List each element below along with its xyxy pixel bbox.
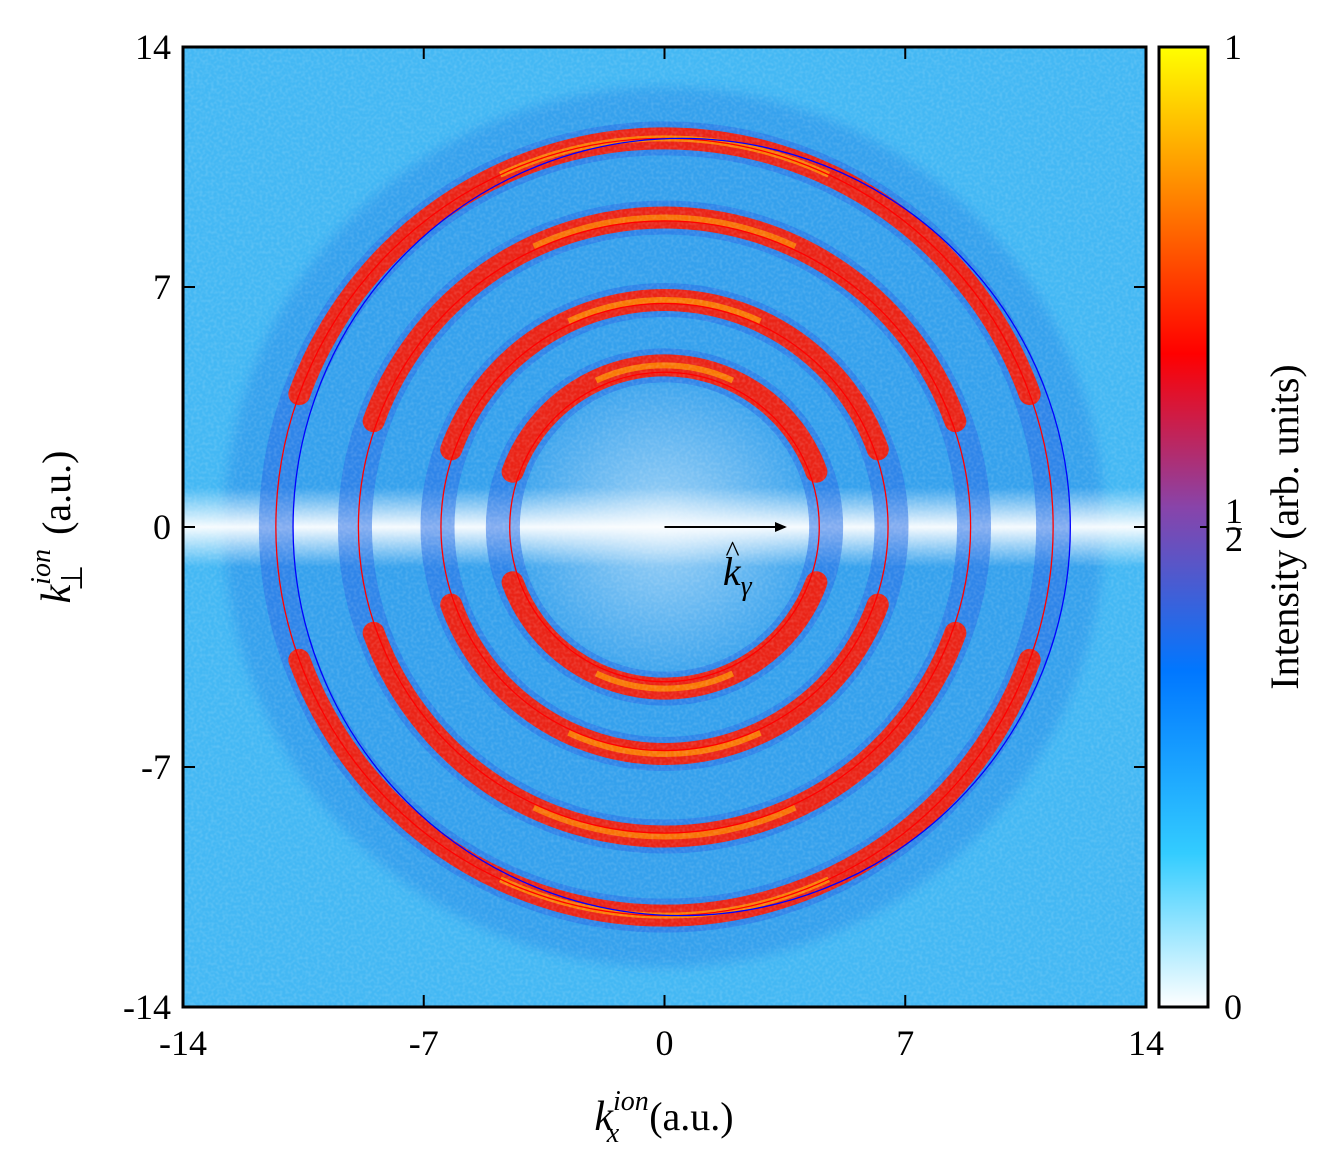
colorbar-tick-label-numerator: 1 (1225, 491, 1243, 531)
y-tick-label: -7 (141, 747, 171, 787)
x-tick-label: -14 (159, 1023, 207, 1063)
colorbar-label: Intensity (arb. units) (1262, 364, 1307, 690)
fitted-circle (357, 220, 972, 834)
x-tick-label: 14 (1128, 1023, 1164, 1063)
colorbar-tick-label: 1 (1224, 27, 1242, 67)
fitted-circles (275, 137, 1071, 917)
heatmap-plot: kγ ^ (183, 47, 1146, 1007)
y-axis-label: kion⊥(a.u.) (26, 451, 89, 604)
axis-ticks: -14 -7 0 7 14 14 7 0 -7 -14 (123, 27, 1164, 1063)
x-axis-label: kion x (a.u.) (594, 1086, 733, 1149)
x-tick-label: -7 (409, 1023, 439, 1063)
y-tick-label: 0 (153, 507, 171, 547)
x-tick-label: 0 (656, 1023, 674, 1063)
fitted-circle (509, 371, 820, 683)
fitted-circle (440, 302, 889, 752)
colorbar-tick-label-denominator: 2 (1225, 519, 1243, 559)
colorbar-tick-label: 0 (1224, 987, 1242, 1027)
photon-direction-hat: ^ (725, 535, 740, 568)
colorbar-gradient (1157, 45, 1210, 1009)
y-tick-label: 14 (135, 27, 171, 67)
photon-direction-label: kγ (723, 549, 753, 602)
y-tick-label: 7 (153, 267, 171, 307)
fitted-circle (292, 137, 1071, 917)
y-tick-label: -14 (123, 987, 171, 1027)
x-tick-label: 7 (896, 1023, 914, 1063)
